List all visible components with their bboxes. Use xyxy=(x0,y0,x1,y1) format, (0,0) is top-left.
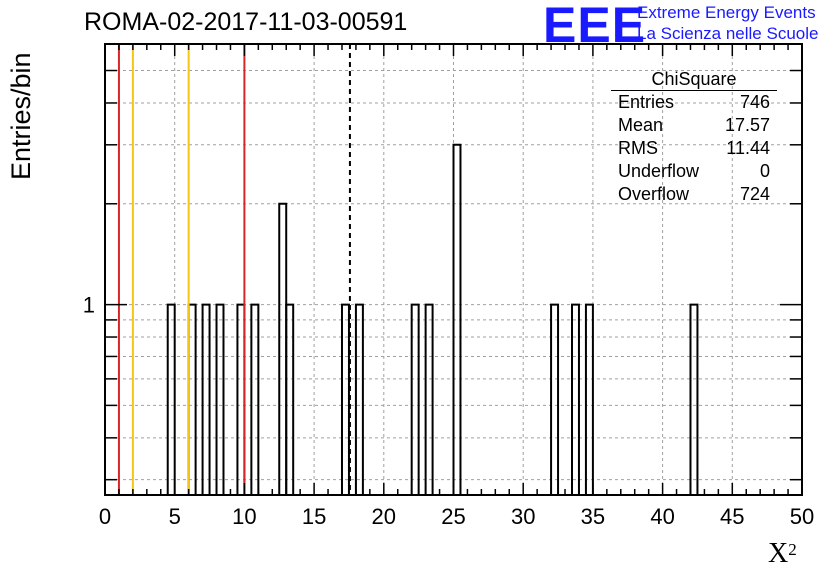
histogram-bin xyxy=(340,303,350,495)
stats-label: Underflow xyxy=(618,161,700,181)
histogram-bin xyxy=(285,303,295,495)
chart-title: ROMA-02-2017-11-03-00591 xyxy=(84,8,408,36)
histogram-bin xyxy=(236,303,246,495)
stats-label: Mean xyxy=(618,115,664,135)
histogram-bin xyxy=(410,303,420,495)
x-tick-label: 5 xyxy=(169,504,181,529)
histogram-bin xyxy=(278,202,288,495)
y-tick-label: 1 xyxy=(83,293,95,318)
stats-label: Overflow xyxy=(618,184,690,204)
stats-row-rms: RMS 11.44 xyxy=(611,137,777,160)
x-ticks: 0 5 10 15 20 25 30 35 40 45 50 xyxy=(99,44,814,529)
x-tick-label: 15 xyxy=(302,504,326,529)
histogram-bins xyxy=(166,143,699,495)
x-tick-label: 20 xyxy=(372,504,396,529)
y-axis-label: Entries/bin xyxy=(6,52,36,180)
histogram-bin xyxy=(452,143,462,495)
histogram-bin xyxy=(584,303,594,495)
stats-value: 746 xyxy=(739,92,770,112)
x-tick-label: 50 xyxy=(790,504,814,529)
stats-box: ChiSquare Entries 746 Mean 17.57 RMS 11.… xyxy=(611,68,777,206)
stats-value: 11.44 xyxy=(726,138,770,158)
x-tick-label: 0 xyxy=(99,504,111,529)
histogram-bin xyxy=(550,303,560,495)
x-axis-label: X2 xyxy=(768,538,797,570)
stats-value: 724 xyxy=(739,184,770,204)
histogram-bin xyxy=(215,303,225,495)
x-tick-label: 25 xyxy=(441,504,465,529)
histogram-bin xyxy=(570,303,580,495)
histogram-bin xyxy=(424,303,434,495)
stats-row-overflow: Overflow 724 xyxy=(611,183,777,206)
stats-row-mean: Mean 17.57 xyxy=(611,114,777,137)
histogram-bin xyxy=(250,303,260,495)
eee-logo: EEE xyxy=(543,0,647,53)
histogram-bin xyxy=(689,303,699,495)
stats-row-entries: Entries 746 xyxy=(611,91,777,114)
histogram-bin xyxy=(166,303,176,495)
y-ticks: 1 xyxy=(83,69,802,481)
threshold-lines xyxy=(117,44,351,495)
stats-value: 0 xyxy=(759,161,770,181)
x-tick-label: 35 xyxy=(581,504,605,529)
x-axis-label-superscript: 2 xyxy=(788,540,797,559)
x-axis-label-base: X xyxy=(768,538,789,569)
stats-title: ChiSquare xyxy=(611,68,777,91)
stats-label: RMS xyxy=(618,138,658,158)
logo-line-1: Extreme Energy Events xyxy=(637,3,816,22)
stats-row-underflow: Underflow 0 xyxy=(611,160,777,183)
x-tick-label: 40 xyxy=(650,504,674,529)
histogram-bin xyxy=(354,303,364,495)
x-tick-label: 30 xyxy=(511,504,535,529)
x-tick-label: 10 xyxy=(232,504,256,529)
logo-line-2: La Scienza nelle Scuole xyxy=(637,24,819,43)
stats-value: 17.57 xyxy=(724,115,770,135)
histogram-bin xyxy=(201,303,211,495)
stats-label: Entries xyxy=(618,92,675,112)
histogram-bin xyxy=(187,303,197,495)
x-tick-label: 45 xyxy=(720,504,744,529)
